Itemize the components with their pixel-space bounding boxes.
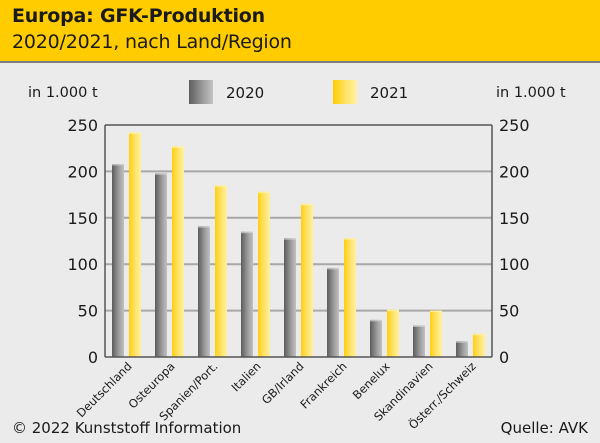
bar-2020-3 (241, 231, 253, 357)
bar-cap-2021-1 (172, 146, 184, 148)
y-tick-label-left: 200 (67, 162, 98, 181)
bar-cap-2020-1 (155, 173, 167, 175)
bar-cap-2020-5 (327, 267, 339, 270)
source-text: Quelle: AVK (500, 419, 588, 437)
bar-cap-2021-5 (344, 238, 356, 240)
bar-2020-7 (413, 325, 425, 357)
x-category-label: Frankreich (297, 359, 349, 411)
bar-cap-2020-2 (198, 226, 210, 228)
bar-cap-2021-2 (215, 185, 227, 187)
bar-cap-2021-7 (430, 310, 442, 313)
bar-cap-2020-6 (370, 319, 382, 322)
gridlines (105, 170, 492, 312)
bar-cap-2020-4 (284, 238, 296, 240)
y-tick-label-left: 150 (67, 209, 98, 228)
bar-2021-8 (473, 333, 485, 357)
bar-cap-2021-4 (301, 203, 313, 206)
right-axis-unit-label: in 1.000 t (496, 85, 566, 101)
bar-2021-1 (172, 146, 184, 357)
legend-label-2020: 2020 (226, 84, 265, 102)
y-tick-label-left: 100 (67, 255, 98, 274)
y-tick-label-left: 0 (88, 348, 98, 367)
legend-swatch-2021 (333, 80, 357, 104)
bar-cap-2021-3 (258, 191, 270, 194)
bar-2021-2 (215, 185, 227, 357)
bar-cap-2020-8 (456, 341, 468, 343)
bar-cap-2021-6 (387, 309, 399, 312)
x-category-label: Deutschland (74, 359, 135, 420)
bars (112, 132, 485, 357)
x-category-label: Italien (228, 359, 263, 394)
bar-2020-4 (284, 238, 296, 357)
bar-cap-2020-3 (241, 231, 253, 234)
bar-2020-0 (112, 163, 124, 357)
copyright-text: © 2022 Kunststoff Information (12, 419, 242, 437)
left-axis-unit-label: in 1.000 t (28, 85, 98, 101)
bar-2021-5 (344, 238, 356, 357)
bar-2020-2 (198, 226, 210, 357)
chart-header: Europa: GFK-Produktion 2020/2021, nach L… (0, 0, 600, 63)
bar-2021-6 (387, 309, 399, 357)
bar-cap-2020-0 (112, 163, 124, 166)
bar-2021-7 (430, 310, 442, 357)
chart-subtitle: 2020/2021, nach Land/Region (12, 31, 292, 53)
bar-2020-1 (155, 173, 167, 357)
bar-2021-0 (129, 132, 141, 357)
bar-2020-6 (370, 319, 382, 357)
bar-2020-8 (456, 341, 468, 357)
legend-swatch-2020 (189, 80, 213, 104)
bar-cap-2021-0 (129, 132, 141, 134)
y-tick-label-right: 100 (499, 255, 530, 274)
y-tick-label-right: 200 (499, 162, 530, 181)
chart-title: Europa: GFK-Produktion (12, 5, 265, 27)
y-tick-label-right: 0 (499, 348, 509, 367)
y-tick-label-right: 50 (499, 302, 519, 321)
bar-2020-5 (327, 267, 339, 357)
bar-cap-2021-8 (473, 333, 485, 336)
bar-2021-4 (301, 203, 313, 357)
axes (104, 124, 493, 358)
legend-label-2021: 2021 (370, 84, 409, 102)
y-tick-label-left: 50 (78, 302, 98, 321)
y-tick-label-right: 250 (499, 116, 530, 135)
y-tick-label-right: 150 (499, 209, 530, 228)
bar-cap-2020-7 (413, 325, 425, 327)
bar-2021-3 (258, 191, 270, 357)
y-tick-label-left: 250 (67, 116, 98, 135)
x-category-label: Benelux (350, 359, 393, 402)
